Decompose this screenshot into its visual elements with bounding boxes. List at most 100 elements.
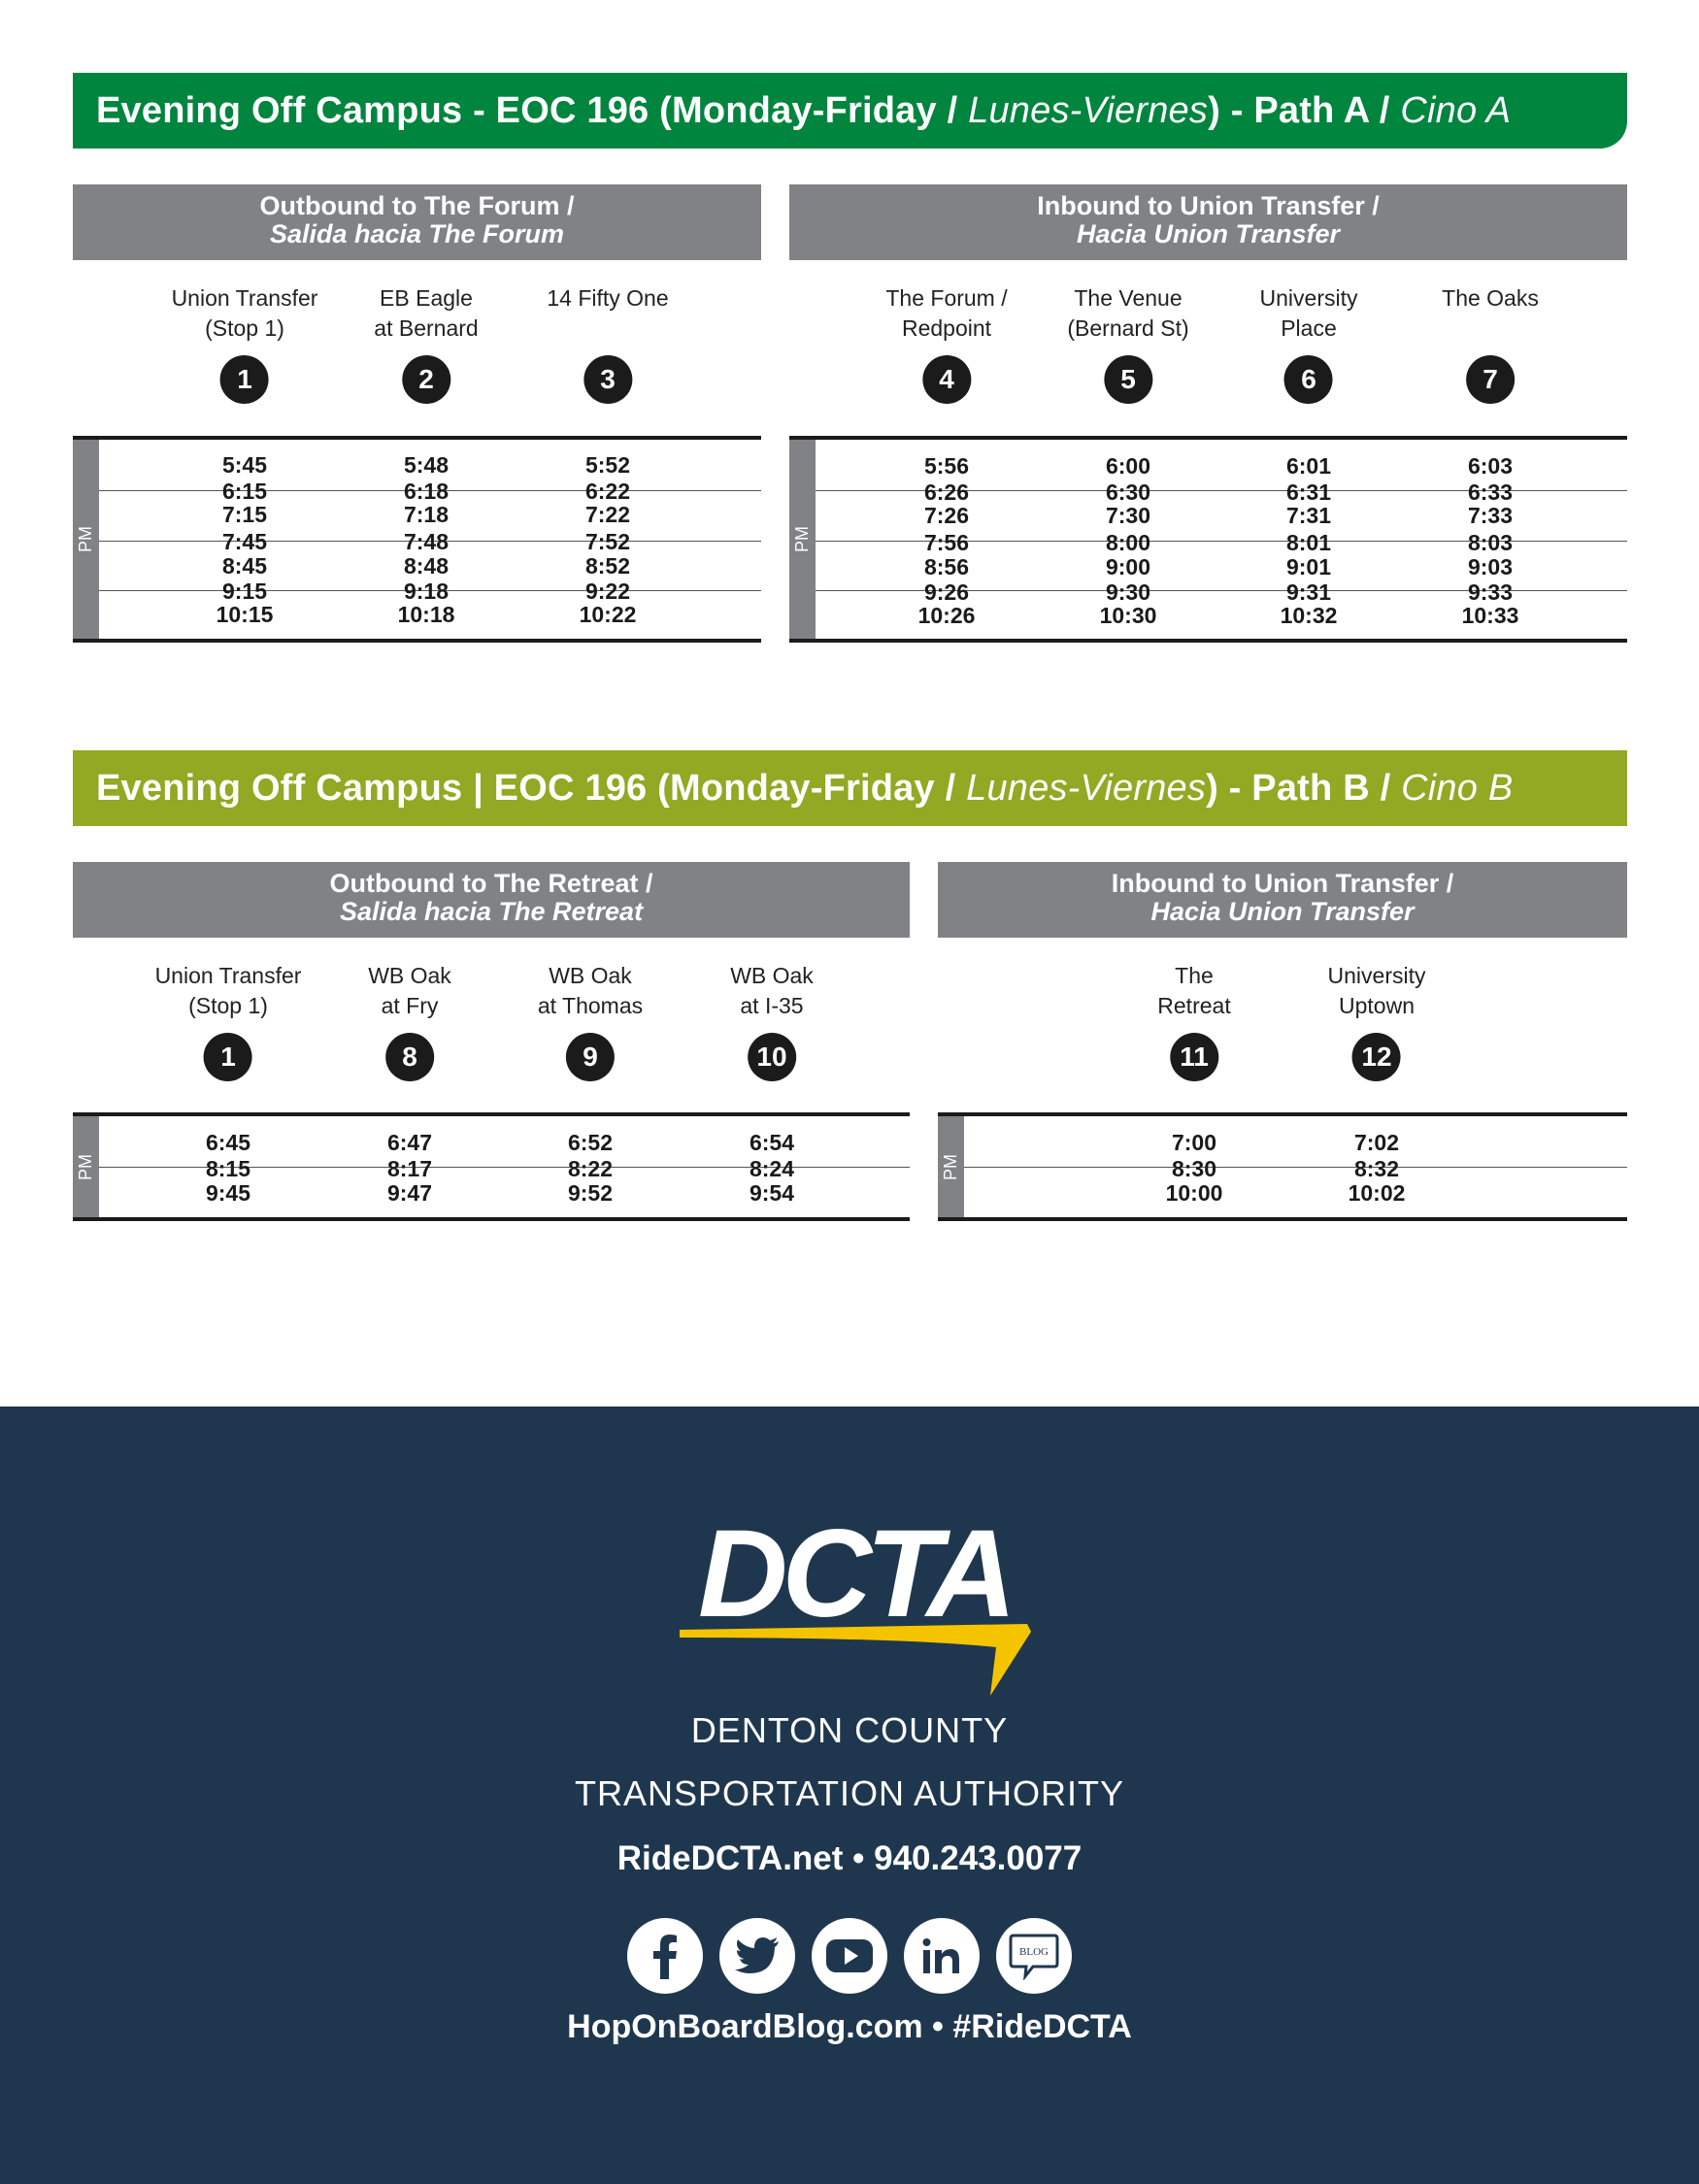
time-cell: 6:22	[584, 479, 631, 504]
time-cell: 8:45	[221, 553, 268, 579]
path-a-title: Evening Off Campus - EOC 196 (Monday-Fri…	[96, 89, 958, 131]
period-label: PM	[73, 440, 99, 639]
stop-name-line2: at Thomas	[537, 993, 644, 1018]
row-divider	[816, 490, 1627, 491]
stop-name-line2: Redpoint	[901, 315, 992, 341]
dcta-logo-text: DCTA	[698, 1523, 1011, 1643]
path-b-cino: Cino B	[1401, 767, 1514, 809]
stop-name: WB Oak at Thomas	[538, 961, 643, 1021]
path-a-title-italic: Lunes-Viernes	[968, 89, 1209, 131]
stop-name-line2: Retreat	[1157, 993, 1231, 1018]
time-cell: 8:01	[1285, 530, 1332, 555]
row-divider	[99, 490, 761, 491]
path-a-outbound-heading: Outbound to The Forum / Salida hacia The…	[73, 184, 761, 260]
time-cell: 6:47	[386, 1130, 433, 1155]
time-cell: 7:52	[584, 529, 631, 554]
time-cell: 6:30	[1105, 480, 1151, 505]
stop-column-header: Union Transfer (Stop 1) 1	[171, 283, 318, 404]
heading-en: Outbound to The Forum /	[259, 191, 575, 220]
twitter-icon[interactable]	[719, 1918, 795, 1994]
period-bar	[938, 1116, 964, 1217]
time-cell: 9:30	[1105, 579, 1151, 605]
stop-number-badge: 7	[1466, 355, 1515, 404]
stop-name: Union Transfer (Stop 1)	[155, 961, 302, 1021]
time-cell: 7:30	[1105, 503, 1151, 528]
stop-name: The Retreat	[1157, 961, 1230, 1021]
time-cell: 6:31	[1285, 480, 1332, 505]
path-b-inbound-heading: Inbound to Union Transfer / Hacia Union …	[938, 862, 1627, 938]
path-b-title: Evening Off Campus | EOC 196 (Monday-Fri…	[96, 767, 956, 809]
time-cell: 9:15	[221, 579, 268, 604]
path-a-inbound-heading: Inbound to Union Transfer / Hacia Union …	[789, 184, 1627, 260]
stop-column-header: The Oaks 7	[1442, 283, 1539, 404]
stop-name-line1: The Forum /	[885, 285, 1008, 311]
time-cell: 8:03	[1467, 530, 1514, 555]
time-cell: 6:26	[923, 480, 970, 505]
stop-number-badge: 1	[203, 1033, 252, 1081]
stop-name: WB Oak at Fry	[368, 961, 451, 1021]
time-cell: 7:56	[923, 530, 970, 555]
time-cell: 7:31	[1285, 503, 1332, 528]
time-cell: 6:18	[403, 479, 450, 504]
stop-name-line1: The	[1175, 963, 1214, 988]
time-cell: 6:52	[567, 1130, 614, 1155]
path-a-banner: Evening Off Campus - EOC 196 (Monday-Fri…	[73, 73, 1627, 149]
period-bar	[73, 1116, 99, 1217]
stop-number-badge: 8	[385, 1033, 434, 1081]
stop-name-line1: WB Oak	[368, 963, 451, 988]
path-a-title-rest: ) - Path A /	[1208, 89, 1390, 131]
stop-name-line2: (Bernard St)	[1067, 315, 1189, 341]
period-label-text: PM	[76, 1153, 95, 1180]
path-a-outbound-panel: Outbound to The Forum / Salida hacia The…	[73, 184, 761, 643]
contact-line[interactable]: RideDCTA.net • 940.243.0077	[616, 1839, 1083, 1877]
linkedin-icon[interactable]	[904, 1918, 980, 1994]
period-label-text: PM	[76, 526, 95, 552]
footer: DCTA DENTON COUNTY TRANSPORTATION AUTHOR…	[0, 1406, 1699, 2184]
stop-number-badge: 5	[1103, 355, 1152, 404]
time-cell: 9:01	[1285, 554, 1332, 579]
time-cell: 9:03	[1467, 554, 1514, 579]
stop-name: 14 Fifty One	[547, 283, 668, 344]
time-cell: 7:02	[1353, 1130, 1400, 1155]
row-divider	[816, 541, 1627, 542]
stop-name: The Forum / Redpoint	[885, 283, 1007, 344]
stop-number-badge: 4	[921, 355, 971, 404]
time-cell: 10:33	[1461, 603, 1519, 628]
row-divider	[99, 1167, 910, 1168]
path-b-outbound-table: PM 6:45 6:47 6:52 6:54 8:15 8:17 8:22 8:24 9:45 9:…	[73, 1112, 910, 1221]
time-cell: 10:32	[1280, 603, 1338, 628]
path-b-banner: Evening Off Campus | EOC 196 (Monday-Fri…	[73, 750, 1627, 826]
stop-name-line1: WB Oak	[549, 963, 632, 988]
time-cell: 6:33	[1467, 480, 1514, 505]
stop-name: University Uptown	[1328, 961, 1426, 1021]
time-cell: 6:00	[1105, 453, 1151, 479]
blog-icon[interactable]: BLOG	[996, 1918, 1072, 1994]
time-cell: 9:45	[205, 1180, 251, 1206]
stop-number-badge: 10	[748, 1033, 796, 1081]
facebook-icon[interactable]	[627, 1918, 703, 1994]
row-divider	[99, 590, 761, 591]
time-cell: 7:48	[403, 529, 450, 554]
time-cell: 6:01	[1285, 453, 1332, 479]
time-cell: 7:26	[923, 503, 970, 528]
stop-name-line1: EB Eagle	[380, 285, 473, 311]
tagline-line[interactable]: HopOnBoardBlog.com • #RideDCTA	[567, 2008, 1132, 2045]
time-cell: 9:52	[567, 1180, 614, 1206]
stop-number-badge: 2	[402, 355, 450, 404]
stop-name: The Oaks	[1442, 283, 1539, 344]
time-cell: 6:54	[749, 1130, 795, 1155]
time-cell: 9:31	[1285, 579, 1332, 605]
stop-column-header: WB Oak at Thomas 9	[538, 961, 643, 1081]
time-cell: 9:00	[1105, 554, 1151, 579]
row-divider	[964, 1167, 1627, 1168]
stop-column-header: Union Transfer (Stop 1) 1	[155, 961, 302, 1081]
path-b-title-italic: Lunes-Viernes	[966, 767, 1207, 809]
stop-name: University Place	[1260, 283, 1358, 344]
stop-name-line1: Union Transfer	[171, 285, 318, 311]
youtube-icon[interactable]	[812, 1918, 887, 1994]
stop-number-badge: 9	[566, 1033, 615, 1081]
period-label: PM	[789, 440, 816, 639]
heading-es: Hacia Union Transfer	[1076, 219, 1341, 248]
time-cell: 5:56	[923, 453, 970, 479]
stop-column-header: The Venue (Bernard St) 5	[1067, 283, 1189, 404]
